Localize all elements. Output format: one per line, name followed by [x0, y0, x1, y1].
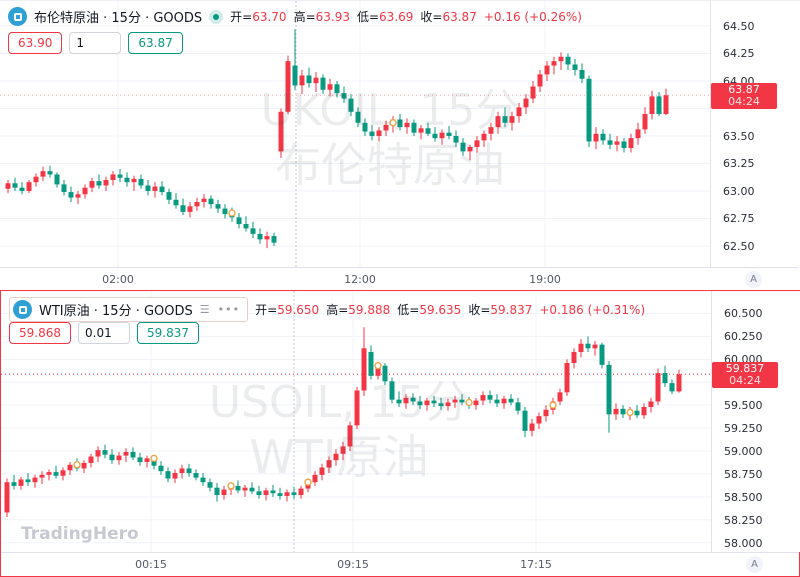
- sell-button[interactable]: 59.868: [9, 322, 71, 344]
- candlestick-chart-wti[interactable]: [1, 291, 711, 552]
- time-axis-brent[interactable]: 02:00 12:00 19:00 A: [0, 267, 798, 290]
- more-options-icon[interactable]: •••: [217, 303, 241, 316]
- symbol-title[interactable]: 布伦特原油 · 15分 · GOODS: [34, 11, 203, 26]
- pane-brent: UKOIL, 15分 布伦特原油 布伦特原油 · 15分 · GOODS 开=6…: [0, 0, 800, 290]
- quantity-input[interactable]: [78, 322, 130, 344]
- price-tick: 59.000: [724, 445, 763, 459]
- ohlc-open: 开=63.70: [230, 10, 287, 24]
- time-tick: 19:00: [529, 273, 561, 286]
- time-axis-wti[interactable]: 00:15 09:15 17:15 A: [1, 552, 799, 575]
- auto-scale-button[interactable]: A: [745, 271, 762, 288]
- trade-buttons-brent: 63.90 63.87: [8, 32, 183, 54]
- symbol-title[interactable]: WTI原油 · 15分 · GOODS: [39, 304, 193, 319]
- price-tick: 58.000: [724, 536, 763, 550]
- ohlc-open: 开=59.650: [255, 303, 320, 317]
- ohlc-high: 高=63.93: [293, 10, 350, 24]
- change-value: +0.186 (+0.31%): [539, 302, 646, 317]
- time-tick: 17:15: [520, 558, 552, 571]
- time-tick: 00:15: [135, 558, 167, 571]
- price-tick: 63.50: [723, 129, 755, 143]
- ohlc-close: 收=59.837: [468, 303, 533, 317]
- time-tick: 02:00: [102, 273, 134, 286]
- symbol-legend-wti: WTI原油 · 15分 · GOODS ☰ ••• 开=59.650 高=59.…: [9, 297, 645, 322]
- ohlc-low: 低=63.69: [356, 10, 414, 24]
- bar-countdown: 04:24: [728, 95, 760, 109]
- last-price-badge: 63.87 04:24: [711, 83, 777, 110]
- price-tick: 62.75: [723, 212, 755, 226]
- price-tick: 60.500: [724, 307, 763, 321]
- change-value: +0.16 (+0.26%): [483, 9, 582, 24]
- price-tick: 59.250: [724, 422, 763, 436]
- plot-area-brent[interactable]: UKOIL, 15分 布伦特原油 布伦特原油 · 15分 · GOODS 开=6…: [0, 1, 710, 267]
- bar-countdown: 04:24: [729, 374, 761, 388]
- price-tick: 63.25: [723, 157, 755, 171]
- candlestick-chart-brent[interactable]: [0, 1, 710, 267]
- symbol-logo-icon[interactable]: [13, 300, 32, 319]
- price-tick: 63.00: [723, 184, 755, 198]
- price-tick: 62.50: [723, 239, 755, 253]
- price-tick: 59.500: [724, 399, 763, 413]
- price-tick: 64.25: [723, 47, 755, 61]
- price-tick: 60.250: [724, 330, 763, 344]
- price-axis-wti[interactable]: 59.837 04:24 60.500 60.250 60.000 59.500 59.…: [711, 291, 800, 552]
- trade-buttons-wti: 59.868 59.837: [9, 322, 199, 344]
- time-tick: 12:00: [344, 273, 376, 286]
- symbol-legend-brent: 布伦特原油 · 15分 · GOODS 开=63.70 高=63.93 低=63…: [8, 7, 582, 26]
- symbol-logo-icon[interactable]: [8, 7, 27, 26]
- price-tick: 58.500: [724, 490, 763, 504]
- ohlc-close: 收=63.87: [420, 10, 477, 24]
- sell-button[interactable]: 63.90: [8, 32, 63, 54]
- market-status-icon[interactable]: [209, 9, 224, 24]
- buy-button[interactable]: 59.837: [137, 322, 199, 344]
- price-tick: 58.750: [724, 467, 763, 481]
- auto-scale-button[interactable]: A: [746, 556, 763, 573]
- buy-button[interactable]: 63.87: [128, 32, 183, 54]
- quantity-input[interactable]: [69, 32, 122, 54]
- pane-menu-icon[interactable]: ☰: [199, 303, 211, 316]
- last-price-badge: 59.837 04:24: [712, 362, 778, 389]
- price-tick: 64.50: [723, 19, 755, 33]
- ohlc-high: 高=59.888: [326, 303, 391, 317]
- pane-wti: USOIL, 15分 WTI原油 TradingHero WTI原油 · 15分…: [0, 290, 800, 577]
- plot-area-wti[interactable]: USOIL, 15分 WTI原油 TradingHero WTI原油 · 15分…: [1, 291, 711, 552]
- symbol-title-box[interactable]: WTI原油 · 15分 · GOODS ☰ •••: [9, 297, 249, 322]
- price-axis-brent[interactable]: 63.87 04:24 64.50 64.25 64.00 63.50 63.25 63.…: [710, 1, 800, 267]
- price-tick: 58.250: [724, 513, 763, 527]
- time-tick: 09:15: [337, 558, 369, 571]
- ohlc-low: 低=59.635: [397, 303, 462, 317]
